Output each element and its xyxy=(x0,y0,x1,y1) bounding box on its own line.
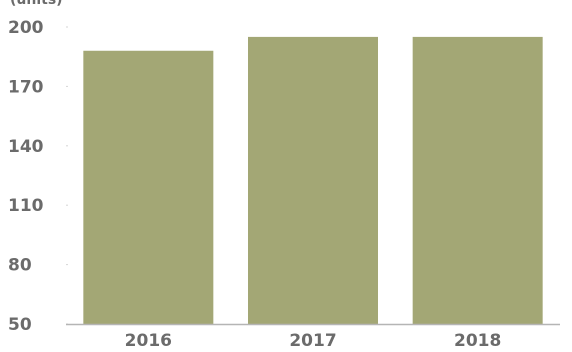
y-tick-label: 140 xyxy=(8,137,44,157)
y-tick-label: 80 xyxy=(8,256,32,276)
y-tick-label: 200 xyxy=(8,18,44,38)
bar-2016 xyxy=(83,50,214,324)
y-tick-label: 170 xyxy=(8,77,44,97)
x-tick-label: 2016 xyxy=(125,331,172,351)
x-axis: 2016 2017 2018 xyxy=(125,331,502,351)
y-tick-label: 50 xyxy=(8,315,32,335)
y-tick-label: 110 xyxy=(8,196,44,216)
x-tick-label: 2017 xyxy=(289,331,336,351)
y-axis-label: (units) xyxy=(10,0,63,8)
y-axis: 50 80 110 140 170 200 xyxy=(8,18,68,335)
x-tick-label: 2018 xyxy=(454,331,501,351)
bars xyxy=(83,36,543,325)
bar-2018 xyxy=(412,36,543,325)
bar-2017 xyxy=(248,36,378,325)
